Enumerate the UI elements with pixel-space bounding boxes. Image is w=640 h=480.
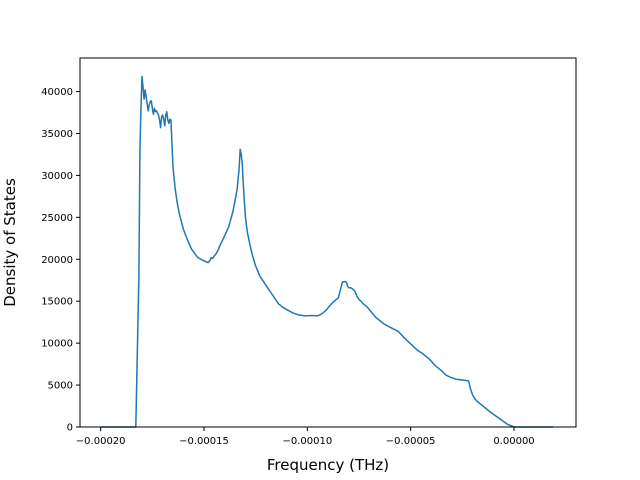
x-tick-label: −0.00005: [386, 436, 436, 447]
series-layer: [100, 75, 554, 428]
y-axis-label: Density of States: [1, 178, 19, 307]
x-axis-label: Frequency (THz): [267, 456, 389, 474]
y-tick-label: 30000: [41, 171, 73, 182]
x-axis-ticks: −0.00020 −0.00015 −0.00010 −0.00005 0.00000: [76, 427, 535, 447]
y-tick-label: 15000: [41, 297, 73, 308]
x-tick-label: −0.00020: [76, 436, 126, 447]
x-tick-label: −0.00010: [282, 436, 332, 447]
y-tick-label: 5000: [48, 381, 73, 392]
x-tick-label: −0.00015: [179, 436, 229, 447]
plot-frame: [79, 57, 577, 428]
y-tick-label: 10000: [41, 339, 73, 350]
y-tick-label: 35000: [41, 129, 73, 140]
dos-series-line: [100, 75, 554, 428]
y-tick-label: 40000: [41, 87, 73, 98]
y-axis-ticks: 0 5000 10000 15000 20000 25000 30000 35000 40000: [41, 87, 80, 434]
y-tick-label: 20000: [41, 255, 73, 266]
x-tick-label: 0.00000: [493, 436, 534, 447]
plot-area: [80, 58, 576, 427]
y-tick-label: 25000: [41, 213, 73, 224]
y-tick-label: 0: [67, 423, 73, 434]
